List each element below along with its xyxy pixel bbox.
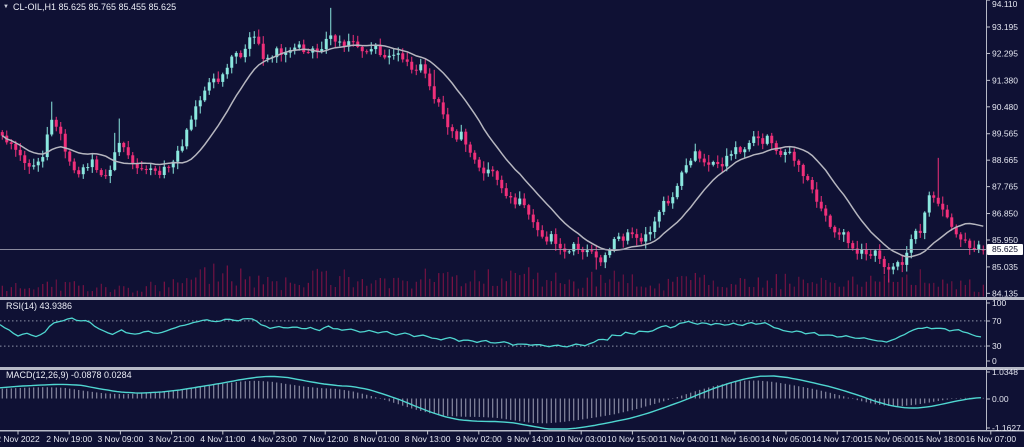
svg-text:14 Nov 17:00: 14 Nov 17:00: [812, 434, 863, 444]
svg-text:87.765: 87.765: [992, 182, 1018, 192]
current-price-tag: 85.625: [987, 244, 1023, 255]
svg-text:16 Nov 07:00: 16 Nov 07:00: [966, 434, 1017, 444]
price-axis: 94.110 93.195 92.295 91.380 90.480 89.565 88.6…: [986, 0, 1021, 433]
svg-text:-1.1627: -1.1627: [992, 423, 1021, 433]
svg-text:10 Nov 03:00: 10 Nov 03:00: [556, 434, 607, 444]
svg-text:100: 100: [992, 298, 1006, 308]
svg-text:85.035: 85.035: [992, 262, 1018, 272]
symbol-info-bar: ▼ CL-OIL,H1 85.625 85.765 85.455 85.625: [3, 2, 176, 12]
svg-text:3 Nov 21:00: 3 Nov 21:00: [149, 434, 195, 444]
macd-indicator-label: MACD(12,26,9) -0.0878 0.0284: [6, 370, 132, 380]
svg-text:4 Nov 23:00: 4 Nov 23:00: [251, 434, 297, 444]
svg-text:2 Nov 2022: 2 Nov 2022: [0, 434, 40, 444]
svg-text:11 Nov 16:00: 11 Nov 16:00: [710, 434, 760, 444]
time-axis: 2 Nov 2022 2 Nov 19:00 3 Nov 09:00 3 Nov 21…: [0, 431, 1016, 444]
moving-average-line: [1, 44, 984, 258]
svg-text:94.110: 94.110: [992, 0, 1018, 9]
svg-text:2 Nov 19:00: 2 Nov 19:00: [46, 434, 92, 444]
svg-text:88.665: 88.665: [992, 155, 1018, 165]
svg-text:8 Nov 01:00: 8 Nov 01:00: [353, 434, 399, 444]
svg-text:85.950: 85.950: [992, 235, 1018, 245]
svg-text:90.480: 90.480: [992, 102, 1018, 112]
svg-text:89.565: 89.565: [992, 129, 1018, 139]
svg-text:10 Nov 15:00: 10 Nov 15:00: [607, 434, 658, 444]
svg-text:92.295: 92.295: [992, 48, 1018, 58]
svg-text:15 Nov 18:00: 15 Nov 18:00: [914, 434, 965, 444]
svg-text:1.0348: 1.0348: [992, 367, 1018, 377]
svg-text:91.380: 91.380: [992, 75, 1018, 85]
macd-signal-line: [0, 375, 982, 430]
rsi-indicator-label: RSI(14) 43.9386: [6, 301, 73, 311]
svg-text:14 Nov 05:00: 14 Nov 05:00: [761, 434, 812, 444]
svg-text:93.195: 93.195: [992, 22, 1018, 32]
svg-text:8 Nov 13:00: 8 Nov 13:00: [405, 434, 451, 444]
rsi-line: [0, 317, 982, 348]
svg-text:30: 30: [992, 341, 1002, 351]
volume-histogram: [1, 263, 984, 297]
svg-text:0: 0: [992, 356, 997, 366]
svg-text:70: 70: [992, 316, 1002, 326]
collapse-chevron-icon[interactable]: ▼: [3, 4, 9, 10]
svg-text:86.850: 86.850: [992, 209, 1018, 219]
svg-text:11 Nov 04:00: 11 Nov 04:00: [659, 434, 709, 444]
svg-text:9 Nov 14:00: 9 Nov 14:00: [507, 434, 553, 444]
svg-text:9 Nov 02:00: 9 Nov 02:00: [456, 434, 502, 444]
svg-text:7 Nov 12:00: 7 Nov 12:00: [302, 434, 348, 444]
symbol-ohlc-text: CL-OIL,H1 85.625 85.765 85.455 85.625: [12, 2, 177, 12]
macd-histogram: [1, 380, 984, 424]
svg-text:84.135: 84.135: [992, 288, 1018, 298]
svg-text:0.00: 0.00: [992, 394, 1009, 404]
panel-separators: [0, 0, 1024, 432]
svg-text:3 Nov 09:00: 3 Nov 09:00: [97, 434, 143, 444]
candlestick-series: [0, 7, 985, 283]
svg-text:4 Nov 11:00: 4 Nov 11:00: [200, 434, 245, 444]
svg-text:15 Nov 06:00: 15 Nov 06:00: [863, 434, 914, 444]
rsi-panel: [0, 317, 987, 348]
